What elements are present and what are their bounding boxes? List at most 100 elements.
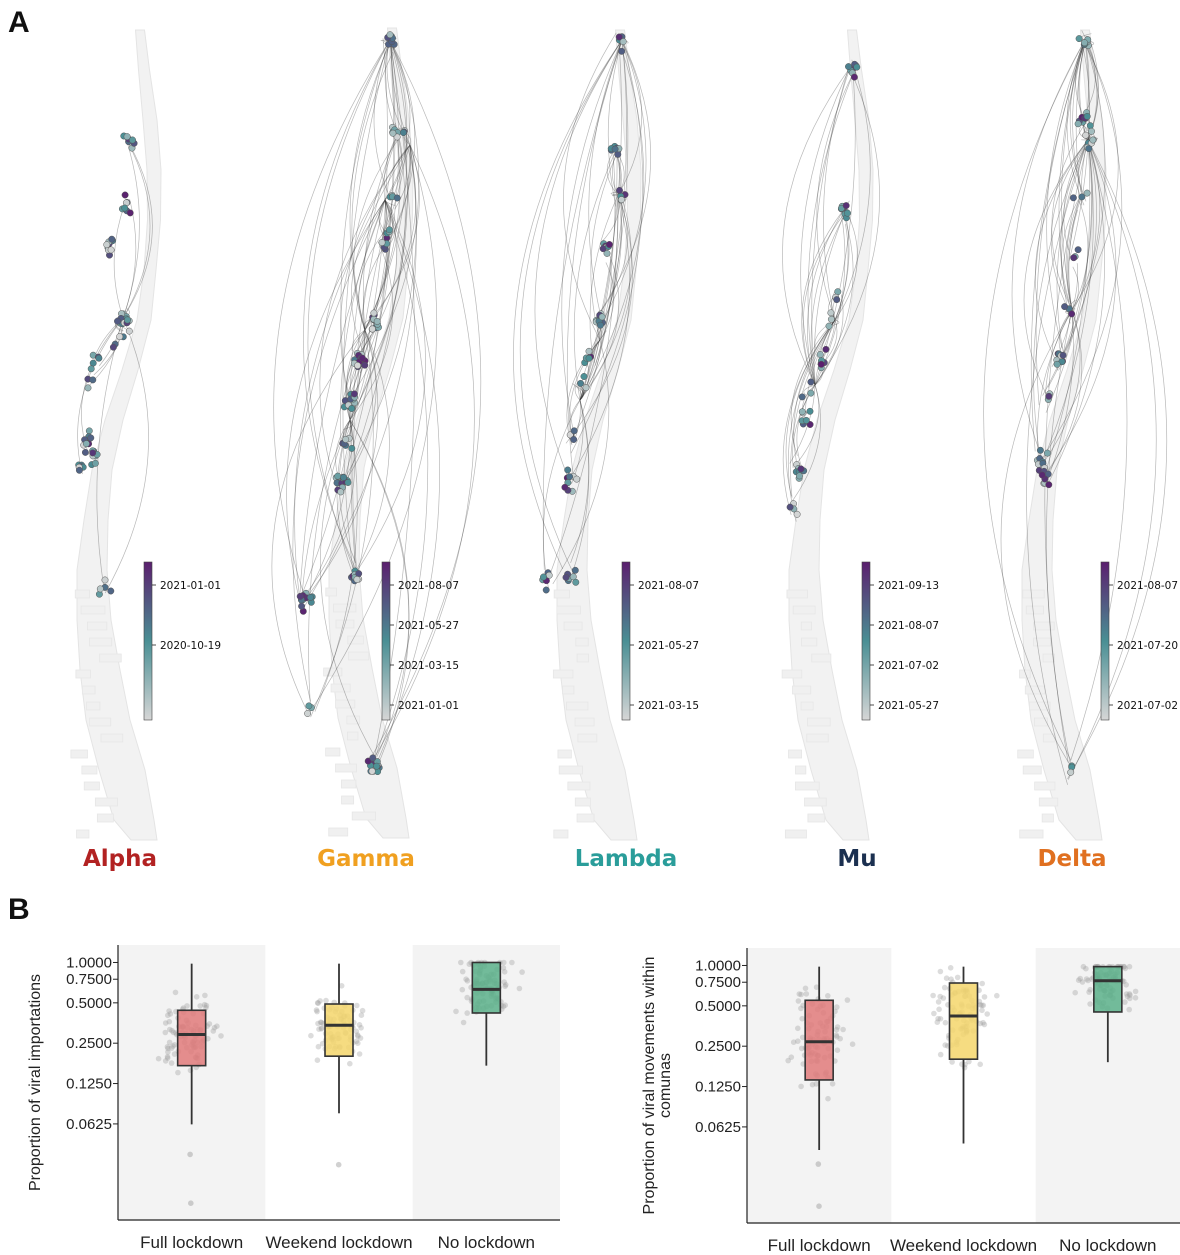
x-tick-label: Full lockdown [768, 1236, 871, 1255]
jitter-point [155, 1055, 162, 1062]
jitter-point [210, 1028, 217, 1034]
island-fragment [94, 797, 118, 807]
transmission-arc [1068, 194, 1081, 311]
transmission-arc [344, 144, 417, 480]
sample-dot [121, 204, 129, 212]
outlier-point [816, 1203, 822, 1209]
jitter-point [358, 1012, 365, 1018]
jitter-point [466, 961, 473, 967]
sample-dot [121, 191, 129, 199]
transmission-arc [1071, 307, 1076, 311]
jitter-point [458, 959, 464, 966]
sample-dot [618, 196, 625, 204]
sample-dot [124, 316, 131, 324]
jitter-point [459, 968, 466, 975]
jitter-point [1127, 992, 1133, 998]
transmission-arc [579, 323, 602, 401]
transmission-arc [814, 77, 856, 386]
transmission-arc [1058, 39, 1086, 324]
jitter-point [166, 1039, 173, 1046]
y-tick-label: 0.2500 [66, 1035, 112, 1052]
jitter-point [170, 1029, 177, 1036]
sample-dot [109, 343, 117, 351]
jitter-point [785, 1057, 791, 1064]
sample-dot [296, 592, 304, 600]
jitter-point [184, 1003, 190, 1009]
y-tick-label: 0.0625 [66, 1116, 112, 1133]
transmission-arc [552, 339, 610, 585]
jitter-point [197, 1003, 203, 1009]
sample-dot [75, 466, 83, 474]
jitter-point [979, 980, 985, 987]
transmission-arc [286, 199, 386, 598]
sample-dot [580, 373, 588, 380]
jitter-point [798, 991, 804, 998]
transmission-arc [345, 328, 373, 421]
island-fragment [340, 779, 357, 789]
jitter-point [1122, 965, 1129, 972]
map-gamma: 2021-08-07 2021-05-27 2021-03-15 2021-01-01 [271, 27, 482, 839]
sample-dot [340, 473, 348, 481]
colorbar-label: 2021-05-27 [638, 640, 699, 652]
outlier-point [188, 1200, 194, 1206]
jitter-point [308, 1032, 314, 1039]
island-fragment [1022, 589, 1045, 599]
transmission-arc [294, 144, 411, 599]
jitter-point [501, 979, 508, 985]
island-fragment [1019, 829, 1044, 839]
sample-dot [334, 472, 342, 480]
sample-dot [305, 702, 313, 710]
map-lambda: 2021-08-07 2021-05-27 2021-03-15 [513, 29, 699, 841]
sample-dot [1078, 193, 1086, 201]
panel-label-a: A [8, 6, 30, 39]
island-fragment [325, 587, 337, 597]
transmission-arc [1048, 139, 1106, 482]
transmission-arcs [983, 30, 1168, 785]
transmission-arc [371, 144, 475, 763]
sample-dot [361, 361, 369, 369]
jitter-point [942, 1042, 948, 1048]
sample-dot [370, 309, 378, 317]
jitter-point [318, 1019, 325, 1026]
island-fragment [562, 685, 575, 695]
transmission-arc [570, 194, 619, 444]
y-tick-label: 0.7500 [66, 971, 112, 988]
jitter-point [353, 1028, 360, 1035]
sample-dot [129, 136, 136, 144]
jitter-point [941, 984, 948, 991]
jitter-point [356, 1051, 363, 1057]
sample-dot [389, 129, 397, 137]
jitter-point [1121, 963, 1127, 970]
colorbar-bar [1100, 561, 1110, 721]
transmission-arc [595, 39, 629, 366]
island-fragment [781, 669, 803, 679]
colorbar-bar [621, 561, 631, 721]
sample-dot [1038, 471, 1046, 479]
transmission-arc [373, 39, 391, 195]
jitter-point [502, 1002, 509, 1008]
sample-dot [564, 466, 572, 474]
jitter-point [166, 1008, 172, 1014]
transmission-arc [359, 199, 390, 374]
colorbar-label: 2021-01-01 [160, 580, 221, 592]
transmission-arc [1072, 39, 1086, 193]
transmission-arc [1067, 139, 1157, 780]
transmission-arc [519, 39, 623, 578]
jitter-point [795, 1038, 801, 1044]
y-axis-label: Proportion of viral importations [27, 974, 44, 1191]
colorbar: 2021-08-07 2021-07-20 2021-07-02 [1100, 561, 1178, 721]
jitter-point [165, 1049, 171, 1055]
sample-dot [95, 354, 103, 362]
country-outline [1021, 29, 1107, 841]
jitter-point [834, 1047, 841, 1053]
jitter-point [930, 992, 936, 999]
transmission-arc [1051, 122, 1086, 311]
jitter-point [935, 1015, 941, 1022]
sample-dot [399, 129, 407, 137]
transmission-arc [303, 419, 356, 598]
transmission-arc [351, 329, 366, 352]
transmission-arc [599, 262, 615, 341]
sample-dot [1081, 39, 1088, 47]
sample-dot [123, 133, 131, 141]
sample-dot [1082, 131, 1090, 139]
